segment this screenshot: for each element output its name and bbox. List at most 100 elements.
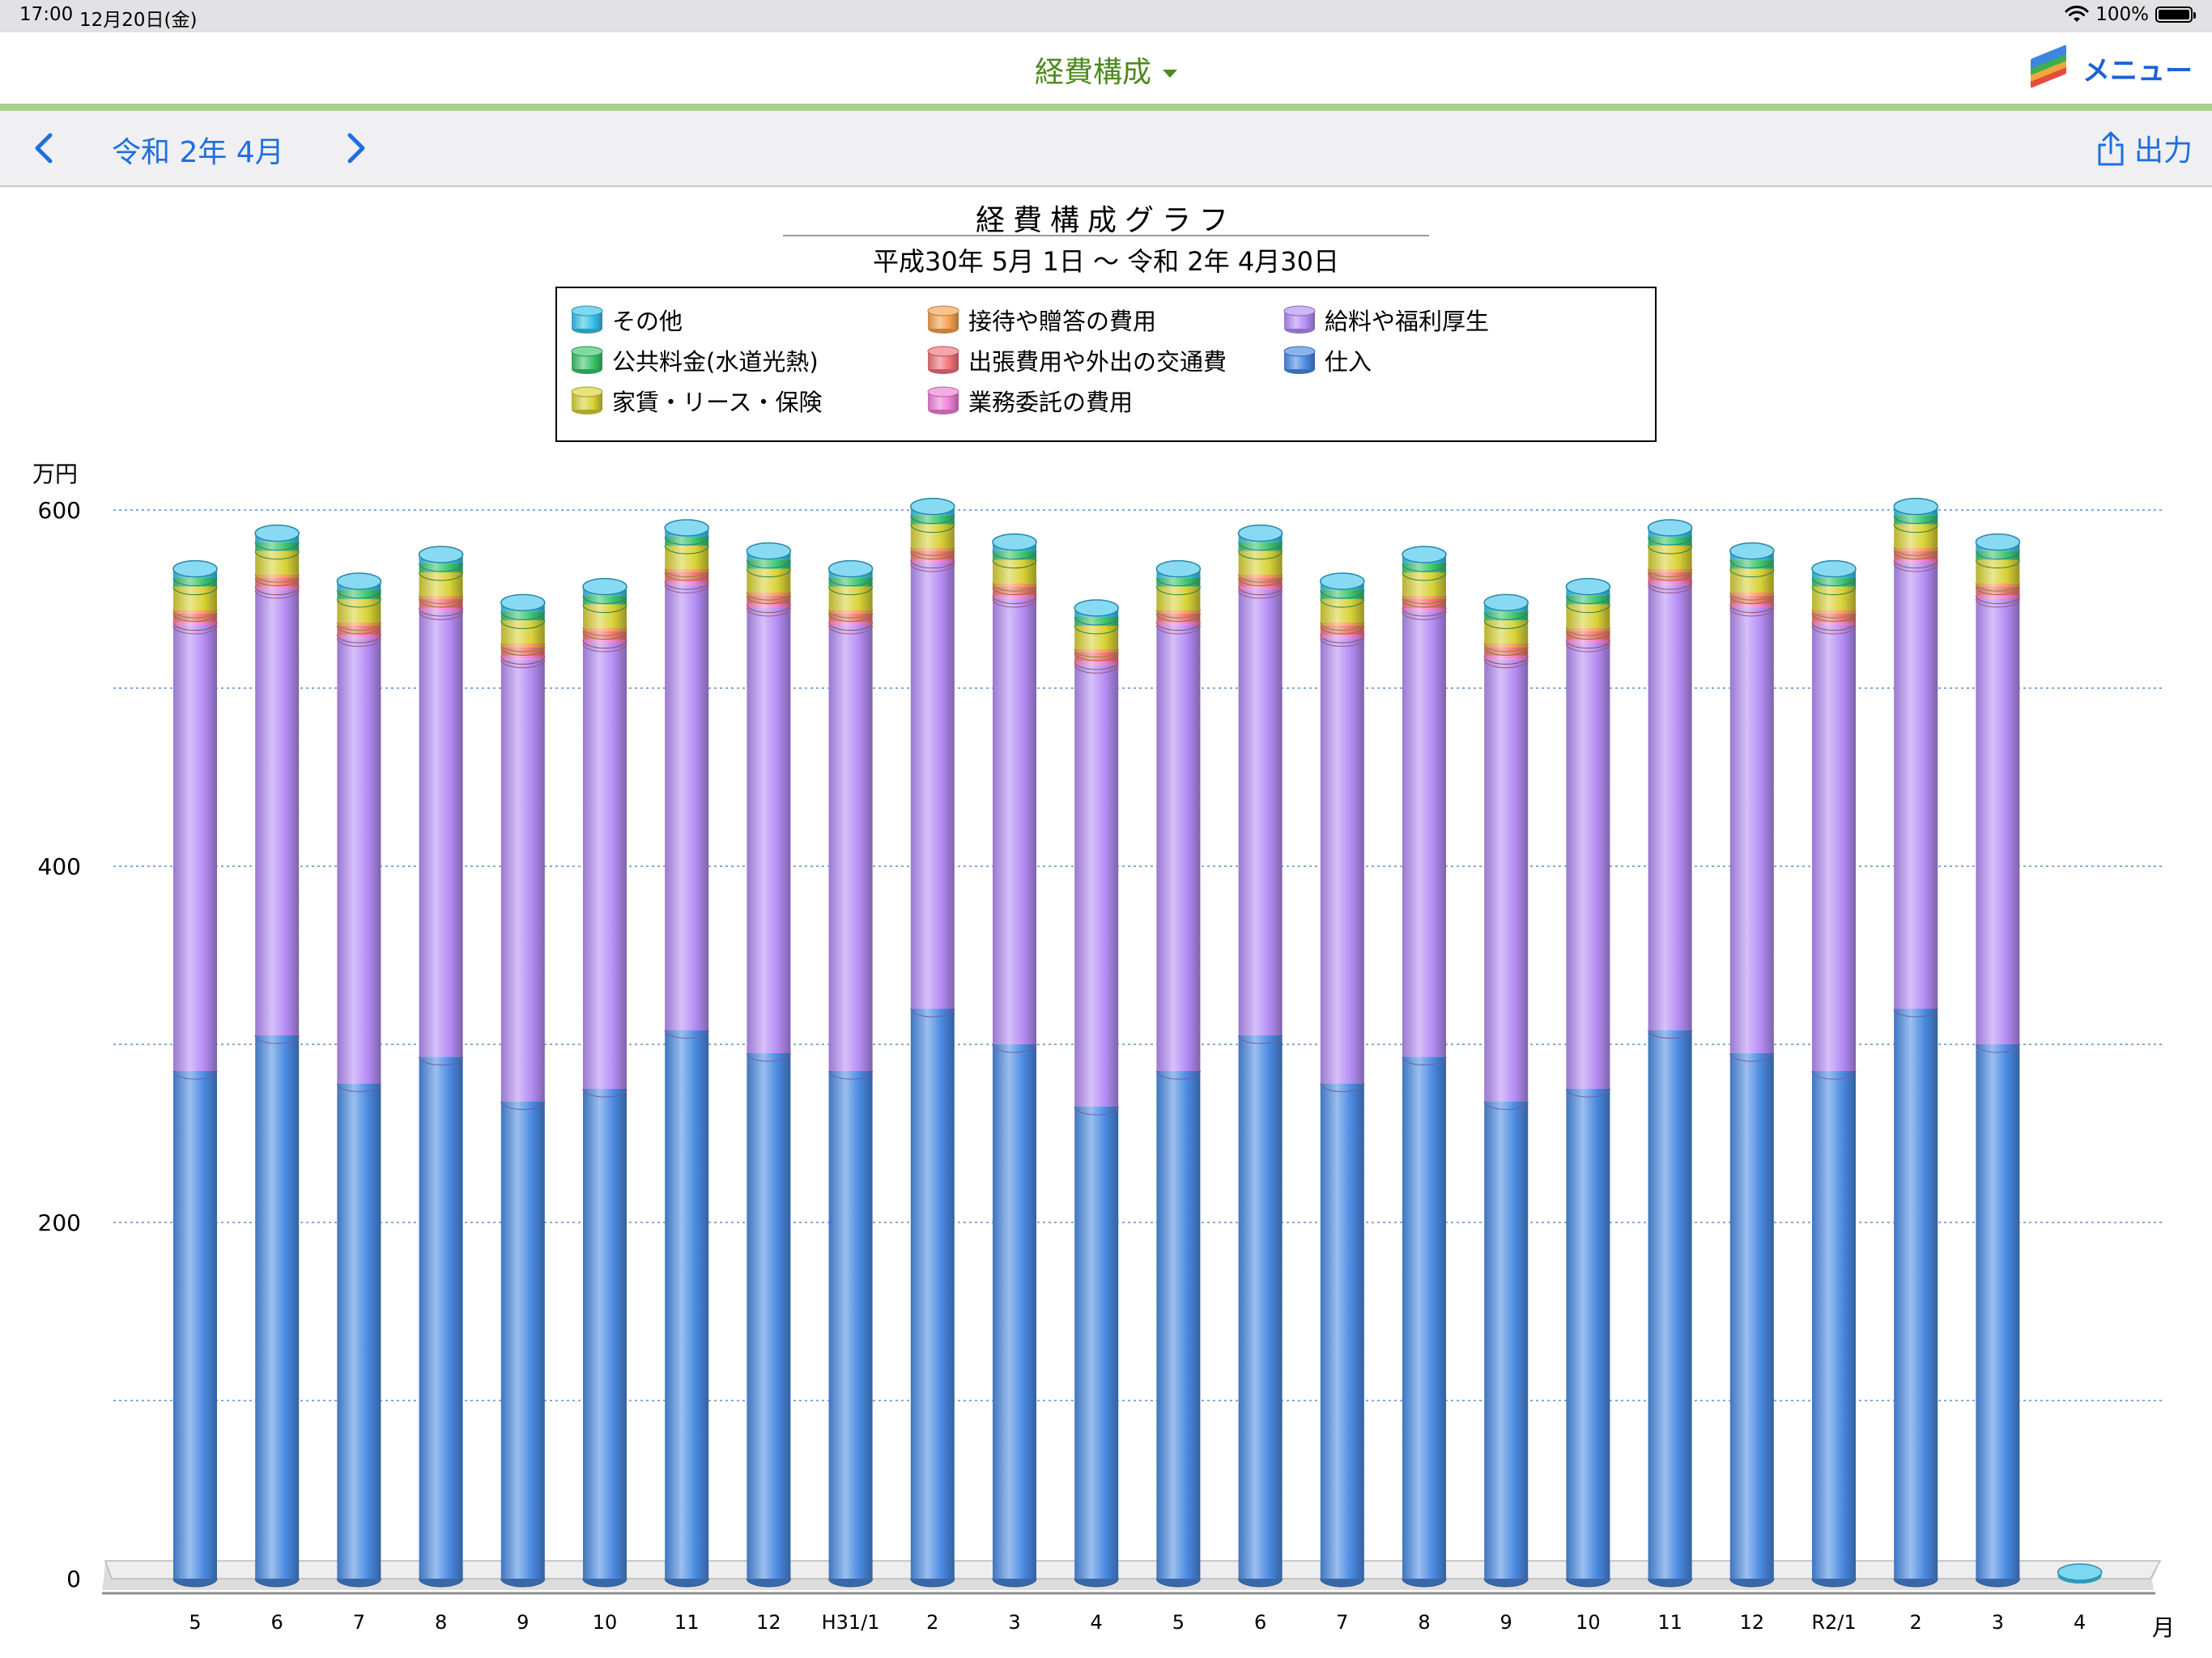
- bar-cap: [172, 559, 218, 578]
- bar-segment-seam: [1320, 1578, 1365, 1588]
- bar-segment-seam: [1648, 536, 1693, 546]
- bar-segment-seam: [1320, 638, 1365, 647]
- export-button[interactable]: 出力: [2097, 127, 2193, 169]
- bar-group: [418, 546, 464, 1588]
- bar-segment: [1894, 563, 1938, 1009]
- bar-segment: [173, 577, 217, 587]
- bar-group: [172, 559, 218, 1588]
- bar-segment-seam: [1402, 1056, 1447, 1065]
- bar-segment-seam: [419, 611, 464, 620]
- bar-segment-seam: [1483, 643, 1529, 653]
- bar-segment-seam: [910, 1008, 955, 1018]
- bar-group: [1155, 559, 1202, 1588]
- bar-segment-seam: [1483, 1578, 1529, 1588]
- period-label[interactable]: 令和 2年 4月: [112, 136, 284, 169]
- bar-segment-seam: [1074, 661, 1119, 670]
- bar-segment-seam: [1320, 622, 1365, 631]
- bar-segment-seam: [828, 613, 874, 623]
- legend-item: 接待や贈答の費用: [926, 303, 1156, 337]
- x-tick-label: H31/1: [822, 1611, 880, 1634]
- bar-segment: [337, 638, 381, 1084]
- wifi-icon: [2065, 6, 2089, 22]
- x-tick-label: 11: [1657, 1611, 1682, 1634]
- bar-segment: [583, 627, 627, 631]
- bar-segment: [1238, 586, 1283, 590]
- bar-segment: [255, 1035, 300, 1579]
- bar-segment-seam: [1238, 577, 1283, 587]
- bar-cap: [746, 542, 792, 560]
- bar-segment: [583, 1089, 627, 1579]
- menu-label: メニュー: [2082, 55, 2193, 87]
- bar-segment: [1484, 611, 1529, 621]
- bar-segment-seam: [1483, 611, 1529, 620]
- bar-segment-seam: [419, 572, 464, 581]
- bar-segment-seam: [500, 1101, 546, 1110]
- bar-segment: [1648, 1030, 1692, 1579]
- chart-subtitle: 平成30年 5月 1日 〜 令和 2年 4月30日: [873, 246, 1339, 277]
- x-tick-label: 12: [756, 1611, 781, 1634]
- bar-segment: [1402, 608, 1446, 612]
- bar-segment-seam: [828, 625, 874, 635]
- legend-label: その他: [612, 308, 683, 335]
- bar-segment: [993, 583, 1036, 587]
- bar-segment-seam: [1811, 1578, 1857, 1588]
- legend-swatch: [927, 346, 959, 374]
- bar-segment-seam: [1155, 577, 1201, 587]
- share-icon: [2098, 131, 2124, 166]
- battery-icon: [2155, 6, 2196, 23]
- bar-cap: [1483, 593, 1529, 612]
- bar-segment-seam: [1648, 545, 1693, 555]
- chevron-left-icon[interactable]: [28, 130, 63, 166]
- bar-segment-seam: [254, 542, 300, 551]
- legend-item: 出張費用や外出の交通費: [926, 343, 1227, 377]
- legend-label: 業務委託の費用: [968, 389, 1134, 416]
- bar-segment: [993, 1044, 1036, 1579]
- legend-swatch-top: [1283, 305, 1316, 317]
- legend-item: 業務委託の費用: [926, 384, 1133, 418]
- bar-segment-seam: [828, 586, 874, 596]
- bar-segment: [1156, 1071, 1201, 1579]
- bar-segment: [1894, 559, 1938, 563]
- bar-cap: [827, 559, 874, 578]
- bar-segment-seam: [746, 559, 791, 569]
- bar-segment-seam: [1975, 1578, 2020, 1588]
- bar-segment-seam: [828, 622, 874, 631]
- bar-segment: [1238, 551, 1283, 575]
- bar-segment: [1074, 617, 1119, 626]
- bar-segment: [910, 515, 955, 525]
- bar-group: [664, 519, 709, 1588]
- chevron-right-icon[interactable]: [337, 130, 372, 166]
- report-selector[interactable]: 経費構成: [0, 49, 2212, 91]
- x-tick-label: 5: [189, 1611, 201, 1634]
- x-tick-label: 2: [1910, 1611, 1922, 1634]
- bar-segment-seam: [1893, 559, 1938, 569]
- bar-segment-seam: [1565, 604, 1610, 614]
- bar-segment: [1812, 626, 1856, 1071]
- bar-segment: [1648, 537, 1692, 546]
- bar-segment-seam: [1238, 542, 1283, 551]
- bar-group: [1402, 546, 1447, 1588]
- legend-swatch: [927, 305, 959, 334]
- bar-segment-seam: [992, 1578, 1037, 1588]
- menu-button[interactable]: メニュー: [2024, 44, 2193, 88]
- bar-segment: [747, 608, 791, 1053]
- bar-segment-seam: [419, 1056, 464, 1065]
- bar-segment-seam: [664, 568, 709, 578]
- bar-segment: [500, 644, 545, 648]
- bar-segment-seam: [1729, 595, 1775, 605]
- bar-segment: [1976, 551, 2020, 560]
- legend-swatch-top: [927, 346, 959, 357]
- x-tick-label: 7: [1336, 1611, 1348, 1634]
- bar-segment: [500, 659, 545, 1102]
- bar-segment-seam: [1893, 515, 1938, 525]
- bar-segment-seam: [582, 627, 627, 636]
- bar-segment-seam: [1155, 625, 1201, 635]
- bar-segment-seam: [1565, 631, 1610, 640]
- bar-segment-seam: [500, 647, 546, 656]
- bar-segment-seam: [336, 598, 381, 608]
- bar-segment: [1894, 1009, 1938, 1579]
- bar-segment: [1976, 599, 2020, 1044]
- x-tick-label: 2: [926, 1611, 938, 1634]
- x-tick-label: 9: [517, 1611, 529, 1634]
- bar-segment-seam: [254, 551, 300, 560]
